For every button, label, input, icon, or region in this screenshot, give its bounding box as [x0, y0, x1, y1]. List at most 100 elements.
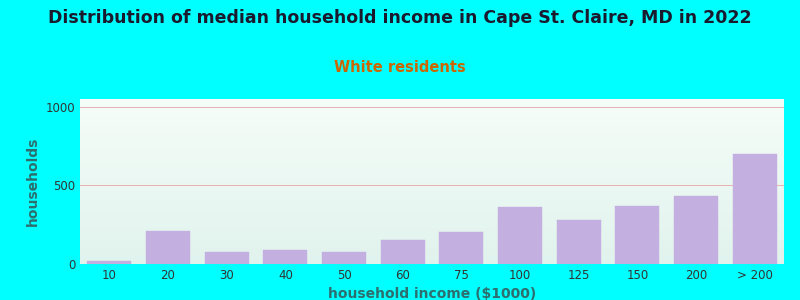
Bar [80, 241, 784, 242]
Bar [80, 112, 784, 113]
Bar [80, 141, 784, 142]
Bar [80, 134, 784, 135]
Bar [80, 253, 784, 254]
Bar [80, 190, 784, 191]
Bar [80, 121, 784, 122]
Bar [80, 100, 784, 101]
Bar [87, 261, 131, 264]
Bar [80, 153, 784, 154]
Bar [80, 99, 784, 100]
Bar [80, 200, 784, 201]
Bar [80, 243, 784, 244]
Bar [80, 173, 784, 174]
Bar [80, 185, 784, 186]
Bar [80, 194, 784, 195]
Bar [80, 193, 784, 194]
Bar [80, 114, 784, 115]
Bar [80, 181, 784, 182]
Bar [80, 145, 784, 146]
Bar [80, 260, 784, 261]
Bar [80, 199, 784, 200]
Bar [80, 172, 784, 173]
Bar [80, 161, 784, 162]
Bar [80, 158, 784, 159]
Bar [80, 184, 784, 185]
Bar [80, 233, 784, 234]
Bar [80, 149, 784, 150]
Bar [80, 120, 784, 121]
Bar [80, 128, 784, 129]
Bar [80, 247, 784, 248]
Bar [80, 136, 784, 137]
Bar [80, 186, 784, 187]
Bar [80, 219, 784, 220]
Bar [80, 177, 784, 178]
Bar [80, 168, 784, 169]
Bar [80, 221, 784, 222]
Bar [80, 151, 784, 152]
Bar [80, 211, 784, 212]
Bar [80, 210, 784, 211]
Bar [80, 178, 784, 179]
Bar [80, 155, 784, 156]
Bar [80, 263, 784, 264]
Bar [80, 113, 784, 114]
Bar [80, 240, 784, 241]
Bar [80, 231, 784, 232]
Bar [80, 236, 784, 237]
Bar [674, 196, 718, 264]
Bar [80, 110, 784, 111]
Bar [80, 183, 784, 184]
Bar [80, 245, 784, 246]
Bar [80, 167, 784, 168]
Bar [80, 142, 784, 143]
Bar [80, 140, 784, 141]
Bar [80, 212, 784, 213]
Bar [80, 242, 784, 243]
Bar [80, 238, 784, 239]
Bar [80, 109, 784, 110]
Bar [80, 119, 784, 120]
Bar [80, 152, 784, 153]
Bar [80, 205, 784, 206]
Bar [80, 250, 784, 251]
Bar [80, 203, 784, 204]
X-axis label: household income ($1000): household income ($1000) [328, 287, 536, 300]
Bar [80, 154, 784, 155]
Bar [80, 159, 784, 160]
Bar [80, 252, 784, 253]
Bar [80, 124, 784, 125]
Bar [80, 224, 784, 225]
Bar [80, 216, 784, 217]
Bar [80, 126, 784, 127]
Y-axis label: households: households [26, 137, 40, 226]
Bar [80, 232, 784, 233]
Bar [80, 101, 784, 102]
Bar [80, 118, 784, 119]
Bar [80, 234, 784, 235]
Bar [80, 163, 784, 164]
Bar [80, 197, 784, 198]
Bar [80, 196, 784, 197]
Bar [80, 192, 784, 193]
Bar [80, 259, 784, 260]
Bar [80, 130, 784, 131]
Bar [80, 230, 784, 231]
Bar [80, 131, 784, 132]
Bar [80, 157, 784, 158]
Bar [80, 191, 784, 192]
Bar [80, 117, 784, 118]
Bar [80, 214, 784, 215]
Bar [80, 204, 784, 205]
Bar [80, 215, 784, 216]
Bar [80, 129, 784, 130]
Bar [80, 165, 784, 166]
Bar [80, 217, 784, 218]
Bar [205, 252, 249, 264]
Bar [80, 143, 784, 144]
Bar [80, 261, 784, 262]
Bar [80, 135, 784, 136]
Bar [80, 147, 784, 148]
Bar [80, 137, 784, 138]
Bar [80, 103, 784, 104]
